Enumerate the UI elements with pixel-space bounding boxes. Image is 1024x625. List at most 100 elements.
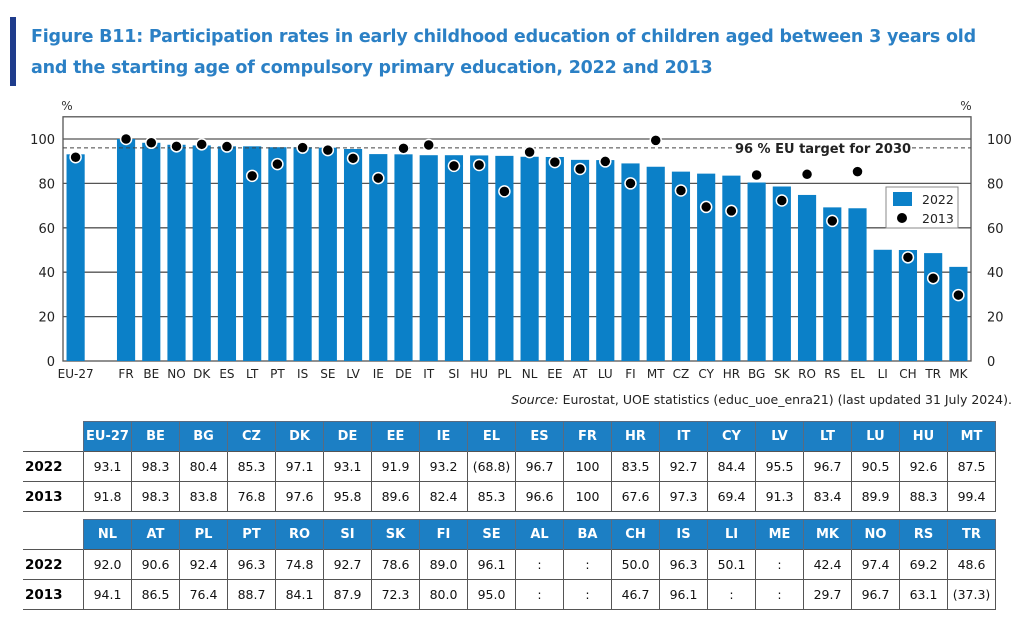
- dot-2013: [245, 169, 259, 183]
- table-cell: 89.9: [851, 481, 900, 512]
- table-cell: 94.1: [83, 579, 132, 610]
- y-tick-label-left: 60: [38, 222, 55, 237]
- x-tick-label: BG: [748, 367, 765, 381]
- table-row: 2022 93.1 98.3 80.4 85.3 97.1 93.1 91.9 93.2 (68.…: [23, 451, 996, 482]
- bar-2022: [394, 154, 413, 361]
- table-cell: 97.4: [851, 549, 900, 580]
- table-cell: :: [563, 549, 612, 580]
- x-tick-label: AT: [573, 367, 588, 381]
- bar-2022: [848, 208, 867, 361]
- y-tick-label-right: 100: [987, 133, 1012, 148]
- table-row-label: 2022: [23, 451, 84, 482]
- table-column-header: AT: [131, 519, 180, 550]
- table-cell: 83.8: [179, 481, 228, 512]
- x-tick-label: SE: [320, 367, 335, 381]
- x-tick-label: LU: [598, 367, 613, 381]
- table-cell: 63.1: [899, 579, 948, 610]
- table-cell: 97.3: [659, 481, 708, 512]
- table-cell: 96.7: [851, 579, 900, 610]
- x-tick-label: PT: [270, 367, 285, 381]
- table-cell: 100: [563, 451, 612, 482]
- table-cell: 90.6: [131, 549, 180, 580]
- table-cell: 84.4: [707, 451, 756, 482]
- table-column-header: CZ: [227, 421, 276, 452]
- table-column-header: ES: [515, 421, 564, 452]
- table-cell: 93.2: [419, 451, 468, 482]
- table-cell: 29.7: [803, 579, 852, 610]
- x-tick-label: IS: [297, 367, 308, 381]
- table-cell: 91.9: [371, 451, 420, 482]
- legend-label-2013: 2013: [922, 211, 954, 226]
- x-tick-label: BE: [143, 367, 159, 381]
- table-cell: 96.6: [515, 481, 564, 512]
- table-cell: 83.4: [803, 481, 852, 512]
- dot-2013: [523, 145, 536, 159]
- dot-2013: [321, 143, 335, 157]
- dot-2013: [826, 214, 839, 228]
- table-cell: 92.0: [83, 549, 132, 580]
- x-tick-label: TR: [924, 367, 941, 381]
- legend-swatch-2022: [893, 192, 912, 206]
- table-row: 2013 91.8 98.3 83.8 76.8 97.6 95.8 89.6 82.4 85.3…: [23, 481, 996, 512]
- table-cell: 91.3: [755, 481, 804, 512]
- source-label: Source:: [511, 392, 559, 407]
- bar-2022: [722, 175, 741, 361]
- dot-2013: [346, 152, 360, 165]
- y-tick-label-left: 100: [30, 133, 55, 148]
- x-tick-label: DK: [193, 367, 211, 381]
- table-cell: 84.1: [275, 579, 324, 610]
- x-tick-label: LT: [246, 367, 259, 381]
- dot-2013: [119, 132, 133, 146]
- table-column-header: DE: [323, 421, 372, 452]
- dot-2013: [851, 165, 864, 178]
- table-cell: 92.4: [179, 549, 228, 580]
- x-tick-label: CH: [899, 367, 916, 381]
- table-cell: 92.7: [659, 451, 708, 482]
- table-column-header: IT: [659, 421, 708, 452]
- y-tick-label-right: 40: [987, 266, 1004, 281]
- table-column-header: PT: [227, 519, 276, 550]
- table-cell: 69.4: [707, 481, 756, 512]
- table-cell: 50.1: [707, 549, 756, 580]
- x-tick-label: CY: [698, 367, 714, 381]
- table-cell: 97.6: [275, 481, 324, 512]
- table-column-header: AL: [515, 519, 564, 550]
- table-column-header: RS: [899, 519, 948, 550]
- table-column-header: LV: [755, 421, 804, 452]
- dot-2013: [548, 155, 562, 169]
- table-cell: 92.6: [899, 451, 948, 482]
- table-column-header: BE: [131, 421, 180, 452]
- bar-chart: 0 0 20 20 40 40 60 60 80 80 100 100% % EU-27 FR BE NO DK E…: [30, 99, 1012, 381]
- bar-2022: [823, 207, 842, 361]
- bar-2022: [671, 171, 691, 361]
- table-cell: 88.7: [227, 579, 276, 610]
- table-cell: 67.6: [611, 481, 660, 512]
- title-accent-bar: [10, 17, 16, 86]
- table-cell: 95.8: [323, 481, 372, 512]
- x-tick-label: NO: [167, 367, 185, 381]
- table-column-header: SK: [371, 519, 420, 550]
- y-axis-unit-right: %: [960, 99, 971, 113]
- table-cell: 93.1: [83, 451, 132, 482]
- legend-label-2022: 2022: [922, 192, 954, 207]
- x-tick-label: PL: [497, 367, 511, 381]
- dot-2013: [195, 138, 208, 151]
- table-column-header: LI: [707, 519, 756, 550]
- table-cell: 85.3: [467, 481, 516, 512]
- bar-2022: [495, 155, 514, 361]
- dot-2013: [699, 200, 713, 214]
- x-tick-label: FI: [625, 367, 635, 381]
- table-cell: (37.3): [947, 579, 996, 610]
- dot-2013: [271, 157, 284, 171]
- x-tick-label: LI: [878, 367, 888, 381]
- dot-2013: [750, 168, 763, 182]
- data-table-part1: EU-27 BE BG CZ DK DE EE IE EL ES FR HR IT CY LV LT LU HU M…: [23, 421, 996, 512]
- table-cell: 96.1: [467, 549, 516, 580]
- bar-2022: [142, 142, 161, 361]
- dot-2013: [397, 142, 410, 155]
- table-cell: 82.4: [419, 481, 468, 512]
- x-tick-label: EU-27: [58, 367, 94, 381]
- dot-2013: [952, 288, 965, 302]
- table-column-header: SE: [467, 519, 516, 550]
- table-cell: 74.8: [275, 549, 324, 580]
